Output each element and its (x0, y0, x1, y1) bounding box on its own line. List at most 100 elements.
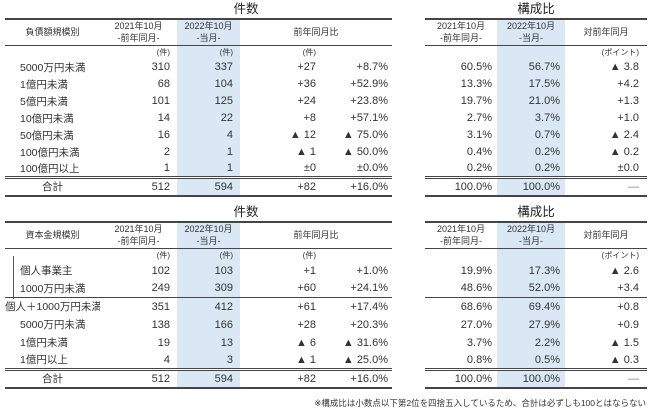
debt-count-table: 件数 負債額規模別 2021年10月 -前年同月- 2022年10月 -当月- 前年同… (5, 1, 393, 197)
table-row: 1000万円未満 249 309 +60 +24.1% (5, 279, 392, 298)
prev-ratio-value: 3.1% (466, 129, 492, 141)
prev-ratio-value: 3.7% (466, 336, 492, 349)
row-label: 50億円未満 (20, 129, 74, 142)
total-row: 合計 512 594 +82 +16.0% (5, 368, 393, 388)
prev-ratio-value: 0.8% (466, 353, 492, 366)
total-prev-ratio: 100.0% (425, 176, 497, 196)
prev-ratio-value: 13.3% (460, 78, 492, 90)
unit-label: (件) (156, 47, 170, 57)
current-month-header: 2022年10月 -当月- (177, 222, 240, 249)
unit-label: (件) (302, 47, 316, 57)
capital-count-title: 件数 (233, 205, 259, 219)
yoy-pct-value: +57.1% (350, 112, 389, 124)
table-row: 50億円未満 16 4 ▲ 12 ▲ 75.0% (5, 126, 392, 144)
table-row: 0.8% 0.5% ▲ 0.3 (425, 351, 647, 370)
yoy-diff-value: +61 (240, 297, 320, 316)
total-row: 合計 512 594 +82 +16.0% (5, 176, 393, 196)
yoy-diff-value: ±0 (303, 162, 316, 175)
total-current-value: 594 (177, 368, 240, 388)
prev-ratio-value: 2.7% (466, 112, 492, 124)
category-header: 資本金規模別 (5, 222, 100, 249)
current-value: 4 (177, 126, 240, 144)
points-diff-value: +1.0 (617, 112, 639, 124)
current-value: 1 (177, 143, 240, 161)
yoy-pct-value: +24.1% (350, 282, 389, 295)
row-label: 1億円以上 (20, 354, 68, 367)
prev-ratio-value: 19.9% (460, 264, 492, 277)
yoy-pct-value: +1.0% (356, 264, 389, 277)
unit-label: (件) (156, 250, 170, 260)
current-value: 3 (177, 351, 240, 370)
total-yoy-pct: +16.0% (320, 176, 393, 196)
prev-ratio-value: 0.2% (466, 162, 492, 175)
points-diff-value: +3.4 (617, 282, 639, 295)
yoy-pct-value: ▲ 50.0% (342, 146, 389, 158)
total-current-value: 594 (177, 176, 240, 196)
current-ratio-value: 27.9% (497, 315, 565, 334)
yoy-diff-value: +36 (297, 78, 316, 90)
total-yoy-pct: +16.0% (320, 368, 393, 388)
unit-label: (件) (302, 250, 316, 260)
debt-count-grid: 負債額規模別 2021年10月 -前年同月- 2022年10月 -当月- 前年同月比(… (5, 18, 393, 197)
table-row: 100億円以上 1 1 ±0 ±0.0% (5, 160, 392, 178)
table-row: 個人事業主 102 103 +1 +1.0% (5, 261, 392, 280)
table-row: 3.7% 2.2% ▲ 1.5 (425, 333, 647, 352)
yoy-pct-value: ±0.0% (356, 162, 389, 175)
points-diff-value: ▲ 0.2 (609, 146, 639, 158)
table-row: 0.4% 0.2% ▲ 0.2 (425, 143, 647, 161)
yoy-header: 前年同月比 (240, 19, 393, 46)
table-row: 1億円以上 4 3 ▲ 1 ▲ 25.0% (5, 351, 392, 370)
vs-prev-year-header: 対前年同月 (565, 222, 647, 249)
row-label: 個人＋1000万円未満 (5, 297, 100, 316)
current-ratio-value: 2.2% (497, 333, 565, 352)
prev-month-header: 2021年10月 -前年同月- (425, 19, 497, 46)
current-ratio-value: 56.7% (497, 58, 565, 76)
row-label: 個人事業主 (20, 265, 73, 277)
table-row: 1億円未満 68 104 +36 +52.9% (5, 75, 392, 93)
current-ratio-value: 69.4% (497, 297, 565, 316)
total-points-dash: — (565, 176, 647, 196)
yoy-pct-value: +20.3% (350, 318, 389, 331)
unit-label: (ポイント) (601, 47, 639, 57)
prev-ratio-value: 27.0% (460, 318, 492, 331)
total-label: 合計 (5, 176, 100, 196)
units-row: (ポイント) (425, 248, 647, 262)
current-value: 103 (177, 261, 240, 280)
prev-value: 68 (157, 78, 170, 90)
row-label: 100億円未満 (20, 146, 80, 159)
points-diff-value: +0.9 (617, 318, 639, 331)
points-diff-value: +0.8 (565, 297, 647, 316)
row-label: 1億円未満 (20, 337, 68, 349)
current-value: 309 (177, 279, 240, 298)
points-diff-value: +1.3 (617, 95, 639, 107)
table-row: 2.7% 3.7% +1.0 (425, 109, 647, 127)
prev-value: 138 (151, 318, 170, 331)
debt-ratio-title: 構成比 (517, 2, 555, 16)
prev-ratio-value: 19.7% (460, 95, 492, 107)
rounding-footnote: ※構成比は小数点以下第2位を四捨五入しているため、合計は必ずしも100とはならな… (314, 398, 646, 408)
total-current-ratio: 100.0% (497, 368, 565, 388)
total-prev-value: 512 (100, 176, 177, 196)
prev-value: 249 (151, 282, 170, 295)
table-row: 27.0% 27.9% +0.9 (425, 315, 647, 334)
table-header-row: 資本金規模別 2021年10月 -前年同月- 2022年10月 -当月- 前年同月比 (5, 222, 393, 249)
total-current-ratio: 100.0% (497, 176, 565, 196)
current-value: 125 (177, 92, 240, 110)
prev-value: 310 (151, 61, 170, 73)
total-row: 100.0% 100.0% — (425, 176, 647, 196)
prev-month-header: 2021年10月 -前年同月- (425, 222, 497, 249)
current-month-header: 2022年10月 -当月- (177, 19, 240, 46)
capital-count-grid: 資本金規模別 2021年10月 -前年同月- 2022年10月 -当月- 前年同月比(… (5, 221, 393, 389)
capital-ratio-grid: 2021年10月 -前年同月- 2022年10月 -当月- 対前年同月 (ポイント) 1… (425, 221, 647, 389)
prev-value: 2 (163, 146, 170, 158)
total-prev-ratio: 100.0% (425, 368, 497, 388)
prev-value: 101 (151, 95, 170, 107)
prev-month-header: 2021年10月 -前年同月- (100, 222, 177, 249)
row-label: 1000万円未満 (20, 282, 86, 295)
current-value: 337 (177, 58, 240, 76)
total-points-dash: — (565, 368, 647, 388)
prev-value: 102 (151, 264, 170, 277)
points-diff-value: ▲ 3.8 (609, 61, 639, 73)
total-row: 100.0% 100.0% — (425, 368, 647, 388)
current-ratio-value: 0.5% (497, 351, 565, 370)
